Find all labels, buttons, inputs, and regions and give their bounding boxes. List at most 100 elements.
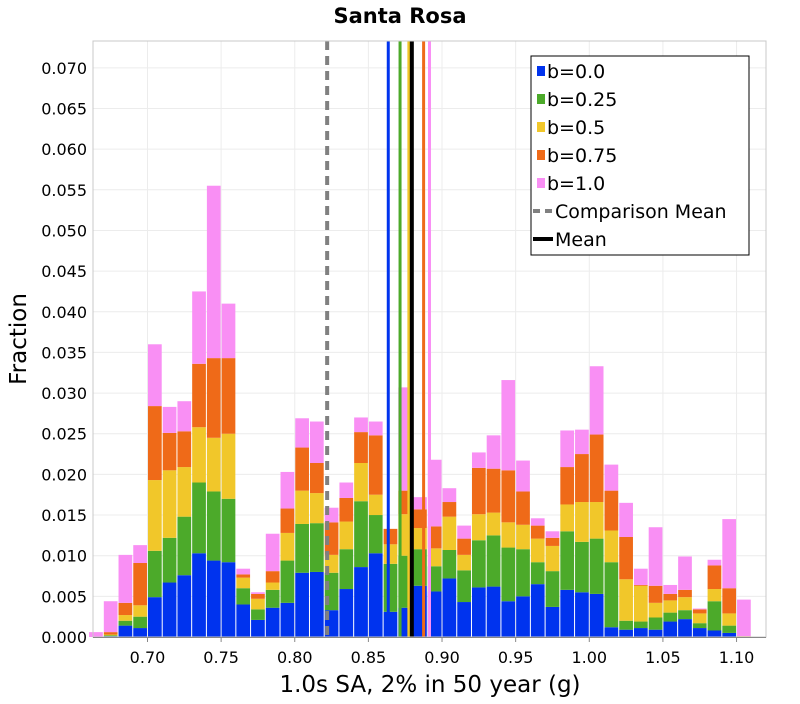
bar-segment bbox=[545, 606, 560, 637]
bar-segment bbox=[575, 429, 589, 455]
bar-segment bbox=[192, 553, 206, 637]
bar-segment bbox=[295, 490, 309, 524]
x-axis-label: 1.0s SA, 2% in 50 year (g) bbox=[279, 672, 580, 698]
bar-segment bbox=[457, 538, 471, 555]
y-tick-label: 0.060 bbox=[41, 140, 87, 159]
bar-segment bbox=[560, 467, 575, 505]
y-tick-label: 0.065 bbox=[41, 99, 87, 118]
bar-segment bbox=[707, 589, 722, 602]
bar-segment bbox=[560, 504, 575, 532]
legend-label: b=1.0 bbox=[547, 173, 605, 195]
bar-segment bbox=[368, 494, 383, 516]
bar-segment bbox=[442, 578, 457, 637]
bar-segment bbox=[619, 502, 633, 537]
bar-segment bbox=[457, 525, 471, 539]
bar-segment bbox=[383, 544, 398, 564]
mean-lines bbox=[325, 41, 431, 637]
bar-segment bbox=[471, 587, 486, 637]
bar-segment bbox=[575, 454, 589, 503]
bar-segment bbox=[589, 593, 604, 637]
x-tick-label: 0.95 bbox=[498, 648, 534, 667]
bar-segment bbox=[177, 467, 192, 517]
y-tick-label: 0.005 bbox=[41, 587, 87, 606]
bar-segment bbox=[221, 562, 236, 637]
bar-segment bbox=[236, 577, 251, 589]
bar-segment bbox=[722, 632, 737, 637]
bar-segment bbox=[147, 480, 162, 551]
bar-segment bbox=[648, 527, 663, 586]
y-tick-label: 0.045 bbox=[41, 262, 87, 281]
legend-label: b=0.25 bbox=[547, 89, 617, 111]
bar-segment bbox=[162, 406, 177, 433]
bar-segment bbox=[633, 568, 648, 585]
bar-segment bbox=[692, 609, 707, 614]
bar-segment bbox=[471, 452, 486, 468]
bar-segment bbox=[442, 549, 457, 579]
bar-segment bbox=[530, 538, 545, 563]
bar-segment bbox=[133, 563, 147, 606]
bar-segment bbox=[339, 482, 354, 498]
bar-segment bbox=[309, 571, 324, 637]
bar-segment bbox=[118, 615, 133, 621]
bar-segment bbox=[648, 617, 663, 630]
bar-segment bbox=[663, 612, 678, 622]
bar-segment bbox=[236, 574, 251, 578]
x-tick-label: 1.00 bbox=[571, 648, 607, 667]
bar-segment bbox=[648, 602, 663, 618]
legend-swatch bbox=[537, 94, 545, 104]
bar-segment bbox=[280, 471, 295, 509]
legend-swatch bbox=[537, 66, 545, 76]
x-tick-label: 0.75 bbox=[203, 648, 239, 667]
bar-segment bbox=[722, 613, 737, 626]
bar-segment bbox=[619, 579, 633, 621]
bar-segment bbox=[383, 528, 398, 545]
bar-segment bbox=[575, 541, 589, 593]
bar-segment bbox=[722, 519, 737, 589]
bar-segment bbox=[368, 435, 383, 495]
bar-segment bbox=[633, 628, 648, 637]
bar-segment bbox=[280, 508, 295, 533]
bar-segment bbox=[722, 625, 737, 633]
x-tick-label: 0.80 bbox=[277, 648, 313, 667]
bar-segment bbox=[295, 523, 309, 573]
bar-segment bbox=[545, 545, 560, 572]
bar-segment bbox=[663, 584, 678, 594]
bar-segment bbox=[103, 635, 118, 637]
bar-segment bbox=[133, 628, 147, 637]
bar-segment bbox=[118, 554, 133, 603]
bar-segment bbox=[516, 524, 530, 550]
bar-segment bbox=[427, 591, 442, 637]
bar-segment bbox=[589, 434, 604, 503]
bar-segment bbox=[692, 628, 707, 637]
bar-segment bbox=[457, 554, 471, 571]
legend-label: b=0.5 bbox=[547, 117, 605, 139]
y-tick-label: 0.035 bbox=[41, 343, 87, 362]
bar-segment bbox=[619, 629, 633, 637]
bar-segment bbox=[368, 553, 383, 637]
bar-segment bbox=[619, 620, 633, 630]
bar-segment bbox=[427, 526, 442, 549]
bar-segment bbox=[516, 460, 530, 492]
legend-label: Mean bbox=[555, 229, 607, 251]
bar-segment bbox=[427, 459, 442, 527]
bar-segment bbox=[339, 497, 354, 522]
bar-segment bbox=[103, 601, 118, 633]
bar-segment bbox=[604, 562, 619, 628]
bar-segment bbox=[442, 502, 457, 517]
bar-segment bbox=[280, 560, 295, 603]
bar-segment bbox=[471, 467, 486, 515]
bar-segment bbox=[692, 613, 707, 624]
bar-segment bbox=[368, 421, 383, 436]
bar-segment bbox=[530, 518, 545, 526]
bar-segment bbox=[280, 532, 295, 561]
bar-segment bbox=[530, 525, 545, 539]
y-tick-label: 0.070 bbox=[41, 59, 87, 78]
legend-swatch bbox=[537, 150, 545, 160]
bar-segment bbox=[678, 610, 692, 620]
bar-segment bbox=[192, 482, 206, 554]
bar-segment bbox=[545, 531, 560, 538]
bar-segment bbox=[309, 421, 324, 463]
bar-segment bbox=[162, 582, 177, 637]
legend-box bbox=[530, 55, 750, 256]
